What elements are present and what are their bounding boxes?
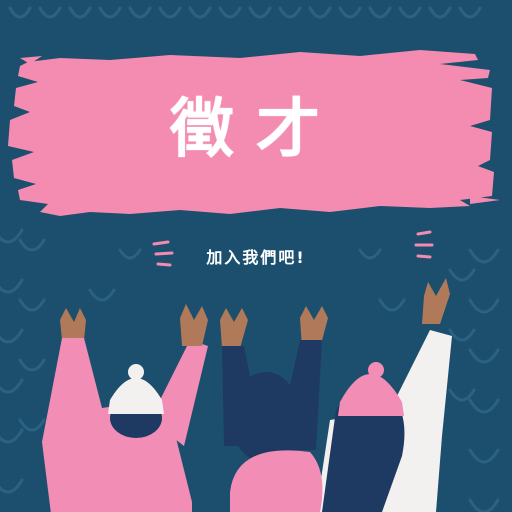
- peace-hand-left-2: [220, 308, 248, 348]
- white-beanie: [108, 378, 164, 414]
- peace-hand-right-3: [422, 278, 450, 324]
- person-white-hoodie: [316, 278, 452, 512]
- emphasis-dashes-right: [414, 230, 434, 259]
- subline-text: 加入我們吧!: [206, 248, 306, 267]
- person-navy-shirt: [220, 306, 328, 512]
- emphasis-dashes-left: [152, 240, 174, 267]
- peace-hand-left-1: [60, 308, 86, 340]
- peace-hand-right-1: [180, 304, 208, 346]
- pink-beanie-right: [338, 374, 404, 416]
- headline-text: 徵才: [170, 93, 342, 167]
- peace-hand-right-2: [300, 306, 328, 348]
- person-pink-hoodie: [42, 304, 208, 512]
- pink-sweater-center: [230, 450, 323, 512]
